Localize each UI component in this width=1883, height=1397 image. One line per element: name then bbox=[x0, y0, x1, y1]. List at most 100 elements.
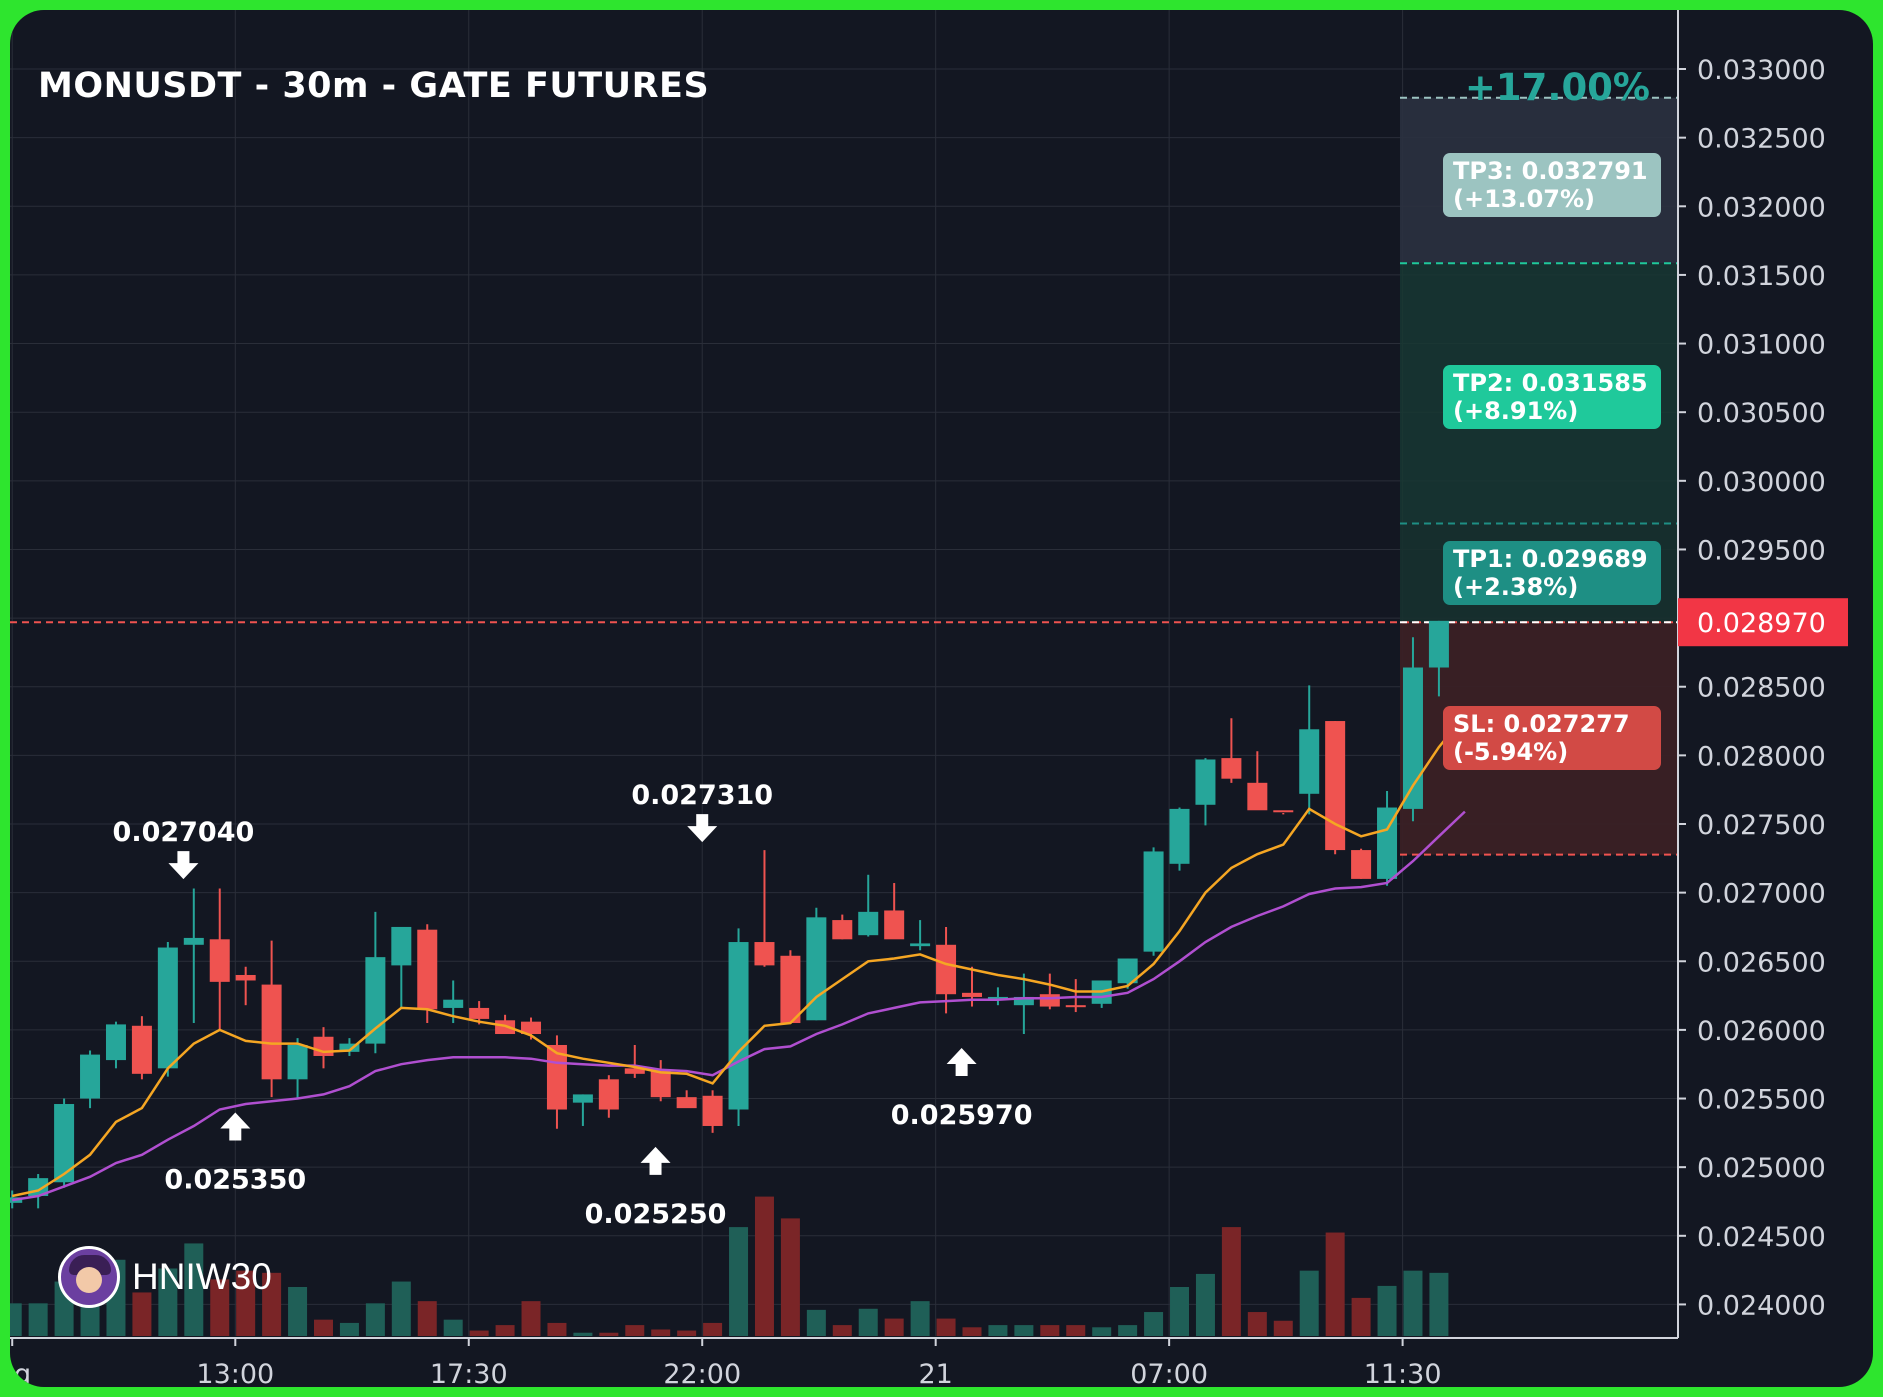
chart-frame: 0.027040 0.025350 0.027310 0.025250 0.025970… bbox=[10, 10, 1873, 1387]
ema-fast-line bbox=[11, 714, 1466, 1198]
last-price-tag bbox=[1678, 598, 1848, 647]
candle-body bbox=[598, 1079, 619, 1110]
price-tick-label: 0.030500 bbox=[1697, 398, 1826, 429]
volume-bar bbox=[573, 1332, 593, 1336]
candle-body bbox=[417, 929, 438, 1010]
price-tick-label: 0.025500 bbox=[1697, 1085, 1826, 1116]
candle-body bbox=[365, 957, 386, 1044]
volume-bar bbox=[1066, 1325, 1086, 1336]
volume-bar bbox=[806, 1309, 826, 1336]
volume-bar bbox=[547, 1322, 567, 1336]
candle-body bbox=[1169, 808, 1190, 864]
price-tick-label: 0.026500 bbox=[1697, 947, 1826, 978]
price-annotation: 0.025250 bbox=[585, 1199, 727, 1230]
volume-bar bbox=[1351, 1297, 1371, 1336]
volume-bar bbox=[443, 1319, 463, 1336]
volume-bar bbox=[651, 1329, 671, 1336]
candle-body bbox=[235, 974, 256, 981]
candle-body bbox=[910, 943, 931, 947]
candle-body bbox=[157, 947, 178, 1069]
tp2-label: TP2: 0.031585 (+8.91%) bbox=[1443, 365, 1661, 429]
volume-bar bbox=[1273, 1320, 1293, 1336]
author-badge[interactable]: HNIW30 bbox=[58, 1246, 272, 1308]
volume-bar bbox=[288, 1286, 308, 1336]
volume-bar bbox=[936, 1318, 956, 1336]
candle-body bbox=[858, 911, 879, 936]
price-tick-label: 0.029500 bbox=[1697, 535, 1826, 566]
volume-bar bbox=[1170, 1286, 1190, 1336]
candle-body bbox=[650, 1069, 671, 1098]
volume-bar bbox=[858, 1308, 878, 1336]
volume-bar bbox=[1040, 1325, 1060, 1336]
price-annotation: 0.025970 bbox=[891, 1100, 1033, 1131]
volume-bar bbox=[832, 1325, 852, 1336]
candle-body bbox=[624, 1068, 645, 1074]
candle-body bbox=[961, 992, 982, 997]
candle-body bbox=[209, 939, 230, 982]
candle-body bbox=[676, 1097, 697, 1109]
volume-bar bbox=[365, 1303, 385, 1336]
candle-body bbox=[1247, 782, 1268, 811]
volume-bar bbox=[313, 1319, 333, 1336]
candle-body bbox=[936, 944, 957, 995]
arrow-up-icon bbox=[640, 1146, 671, 1175]
volume-bar bbox=[962, 1327, 982, 1336]
volume-bar bbox=[1221, 1227, 1241, 1336]
candle-body bbox=[728, 942, 749, 1110]
arrow-down-icon bbox=[168, 851, 199, 880]
time-tick-label: 07:00 bbox=[1130, 1359, 1208, 1387]
candle-body bbox=[1117, 958, 1138, 984]
candle-body bbox=[884, 910, 905, 940]
volume-bar bbox=[884, 1318, 904, 1336]
price-tick-label: 0.028500 bbox=[1697, 673, 1826, 704]
volume-bar bbox=[1325, 1232, 1345, 1336]
arrow-up-icon bbox=[220, 1112, 251, 1141]
volume-bar bbox=[729, 1227, 749, 1336]
price-tick-label: 0.024500 bbox=[1697, 1222, 1826, 1253]
volume-bar bbox=[1247, 1312, 1267, 1336]
candle-body bbox=[1273, 810, 1294, 813]
candle-body bbox=[391, 926, 412, 966]
candle-body bbox=[521, 1021, 542, 1035]
candle-body bbox=[339, 1043, 360, 1052]
candle-body bbox=[495, 1020, 516, 1035]
price-tick-label: 0.031500 bbox=[1697, 261, 1826, 292]
price-tick-label: 0.024000 bbox=[1697, 1290, 1826, 1321]
volume-bar bbox=[184, 1243, 204, 1336]
volume-bar bbox=[1092, 1327, 1112, 1336]
price-tick-label: 0.027500 bbox=[1697, 810, 1826, 841]
time-tick-label: 21 bbox=[919, 1359, 953, 1387]
author-name: HNIW30 bbox=[132, 1256, 272, 1297]
tp3-label: TP3: 0.032791 (+13.07%) bbox=[1443, 153, 1661, 217]
price-tick-label: 0.028000 bbox=[1697, 741, 1826, 772]
volume-bar bbox=[417, 1301, 437, 1336]
time-tick-label: g bbox=[14, 1359, 31, 1387]
ema-slow-line bbox=[12, 810, 1466, 1202]
candle-body bbox=[1325, 721, 1346, 851]
volume-bar bbox=[988, 1325, 1008, 1336]
price-tick-label: 0.030000 bbox=[1697, 467, 1826, 498]
volume-bar bbox=[158, 1268, 178, 1336]
candle-body bbox=[1195, 759, 1216, 805]
candle-body bbox=[80, 1054, 101, 1099]
candle-body bbox=[1351, 850, 1372, 879]
volume-bar bbox=[262, 1272, 282, 1336]
avatar-icon bbox=[58, 1246, 120, 1308]
time-tick-label: 17:30 bbox=[430, 1359, 508, 1387]
volume-bar bbox=[1377, 1285, 1397, 1336]
volume-bar bbox=[28, 1303, 48, 1336]
candle-body bbox=[1402, 667, 1423, 809]
candle-body bbox=[1428, 620, 1449, 668]
volume-bar bbox=[210, 1279, 230, 1336]
last-price-label: 0.028970 bbox=[1697, 608, 1826, 639]
arrow-down-icon bbox=[687, 814, 718, 843]
candle-body bbox=[131, 1025, 152, 1074]
volume-bar bbox=[1195, 1273, 1215, 1336]
price-tick-label: 0.027000 bbox=[1697, 879, 1826, 910]
candle-body bbox=[832, 920, 853, 940]
volume-bar bbox=[677, 1330, 697, 1336]
candle-body bbox=[1377, 807, 1398, 879]
volume-bar bbox=[339, 1322, 359, 1336]
price-tick-label: 0.032500 bbox=[1697, 124, 1826, 155]
candle-body bbox=[1013, 996, 1034, 1006]
